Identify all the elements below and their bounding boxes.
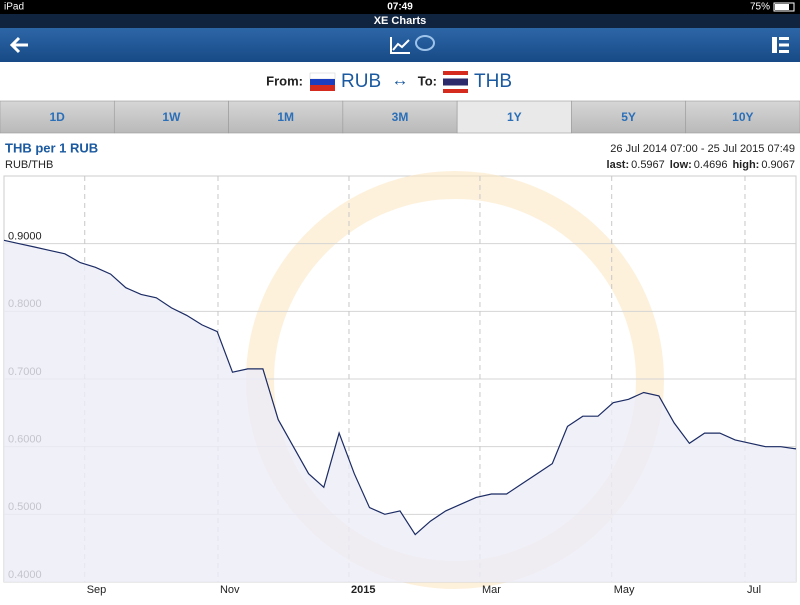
tab[interactable]: [342, 100, 458, 134]
tab-label[interactable]: 10Y: [732, 110, 753, 124]
title-bar: [0, 14, 800, 28]
tab-label[interactable]: 1Y: [507, 110, 522, 124]
status-bar: [0, 0, 800, 14]
x-tick-label: Sep: [87, 584, 107, 596]
pair-code: RUB/THB: [5, 159, 53, 171]
tab[interactable]: [0, 100, 115, 134]
tab[interactable]: [571, 100, 687, 134]
device-name: iPad: [4, 2, 24, 13]
to-currency[interactable]: THB: [474, 71, 512, 92]
to-label: To:: [418, 73, 437, 88]
tab-label[interactable]: 1M: [277, 110, 294, 124]
tab[interactable]: [685, 100, 800, 134]
stat-value: 0.9067: [761, 159, 795, 171]
x-tick-label: May: [614, 584, 635, 596]
price-line: [3, 239, 797, 536]
stat-value: 0.4696: [694, 159, 728, 171]
clock: 07:49: [387, 2, 413, 13]
stat-value: 0.5967: [631, 159, 665, 171]
battery-charge: [775, 4, 789, 10]
chart-icon[interactable]: [390, 37, 410, 54]
battery-level: 75%: [750, 2, 770, 13]
from-label: From:: [266, 73, 303, 88]
tab[interactable]: [113, 100, 229, 134]
tab-label[interactable]: 1W: [162, 110, 181, 124]
stat-label: last:: [607, 159, 630, 171]
back-button[interactable]: [9, 36, 28, 54]
app-title: XE Charts: [374, 15, 427, 27]
area-fill: [4, 240, 796, 583]
x-tick-label: Mar: [482, 584, 501, 596]
stat-label: high:: [732, 159, 759, 171]
date-range: 26 Jul 2014 07:00 - 25 Jul 2015 07:49: [610, 143, 795, 155]
battery-icon: [773, 2, 795, 12]
x-tick-label: Jul: [747, 584, 761, 596]
tab[interactable]: [228, 100, 344, 134]
thailand-flag: [443, 71, 468, 93]
russia-flag: [309, 72, 336, 91]
menu-button[interactable]: [772, 37, 789, 53]
x-tick-label: 2015: [351, 584, 375, 596]
stat-label: low:: [670, 159, 692, 171]
tab-label[interactable]: 3M: [392, 110, 409, 124]
comment-icon[interactable]: [415, 35, 435, 51]
y-tick-label: 0.9000: [8, 231, 42, 243]
swap-arrow[interactable]: ↔: [392, 70, 409, 89]
tab-label[interactable]: 1D: [49, 110, 65, 124]
from-currency[interactable]: RUB: [341, 71, 381, 92]
x-tick-label: Nov: [220, 584, 240, 596]
tab[interactable]: [456, 100, 572, 134]
chart-title: THB per 1 RUB: [5, 140, 98, 155]
tab-label[interactable]: 5Y: [621, 110, 636, 124]
